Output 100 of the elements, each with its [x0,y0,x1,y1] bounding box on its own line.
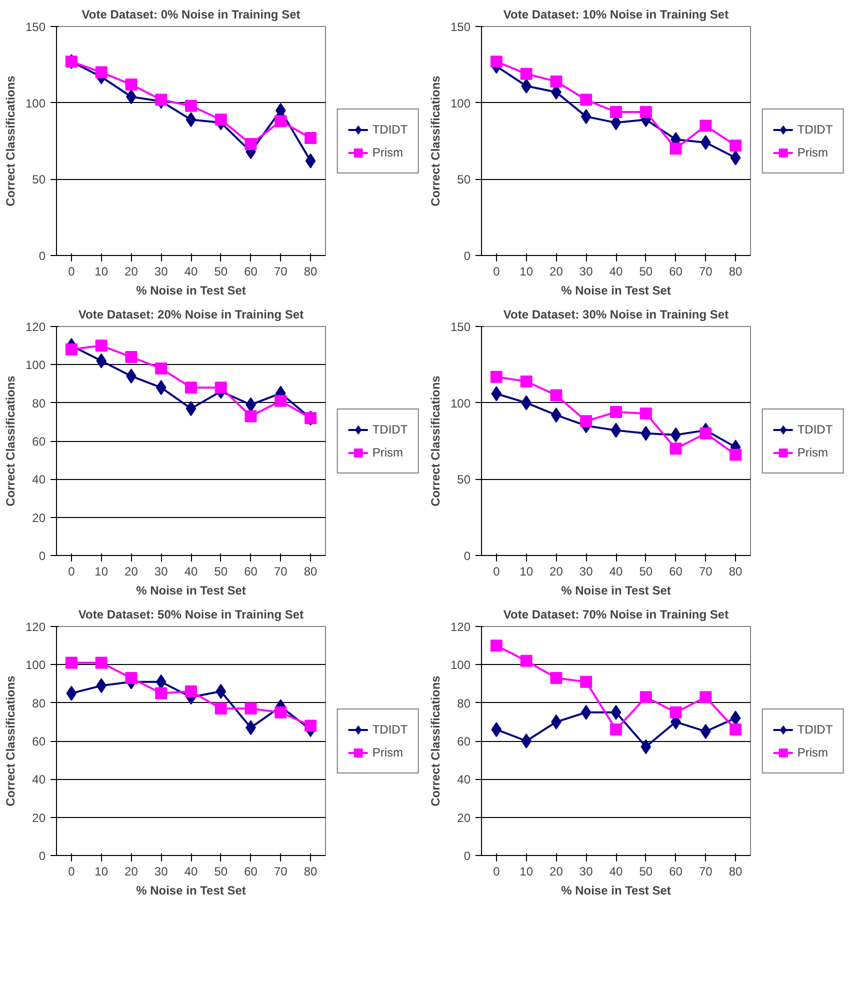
legend-label: TDIDT [797,722,833,736]
y-tick-label: 120 [25,620,46,634]
x-tick-label: 40 [184,864,198,878]
x-tick-label: 0 [493,264,500,278]
point [670,706,682,718]
point [274,115,287,128]
y-tick-label: 0 [38,549,46,563]
point [186,112,196,128]
point [185,100,197,112]
point [640,739,652,754]
point [730,150,741,166]
y-tick-label: 100 [450,96,471,110]
x-tick-label: 0 [493,564,500,578]
legend-label: TDIDT [372,722,408,736]
point [155,362,168,374]
point [490,370,502,383]
x-tick-label: 50 [214,264,228,278]
point [670,442,682,455]
y-tick-label: 100 [25,96,46,110]
x-tick-label: 50 [214,564,228,578]
point [700,691,712,704]
x-tick-label: 30 [579,864,594,878]
point [490,56,502,68]
x-tick-label: 10 [520,864,534,878]
y-tick-label: 60 [457,734,471,748]
point [610,106,622,118]
y-tick-label: 50 [32,172,46,187]
point [670,142,682,155]
y-tick-label: 80 [32,696,46,710]
y-tick-label: 100 [25,358,46,372]
point [730,140,742,152]
x-tick-label: 40 [184,564,198,578]
y-tick-label: 50 [457,172,471,187]
point [274,706,287,718]
x-tick-label: 10 [520,264,534,278]
x-tick-label: 40 [609,264,623,278]
point [580,704,592,720]
point [95,66,108,78]
y-tick-label: 0 [464,249,471,263]
point [95,340,108,352]
y-tick-label: 0 [38,249,46,263]
y-tick-label: 40 [32,772,46,787]
point [520,375,532,388]
x-tick-label: 20 [124,864,138,878]
y-tick-label: 80 [457,696,471,710]
x-tick-label: 10 [94,864,108,878]
y-axis-title: Correct Classifications [428,675,442,806]
point [730,724,742,736]
y-tick-label: 60 [32,734,46,748]
chart-title: Vote Dataset: 30% Noise in Training Set [503,308,729,322]
x-tick-label: 40 [609,864,623,878]
x-axis-title: % Noise in Test Set [561,584,671,598]
x-tick-label: 80 [728,864,743,878]
point [700,120,712,132]
point [730,448,742,461]
point [186,401,196,416]
point [550,389,562,402]
legend-label: Prism [372,145,404,159]
legend-label: TDIDT [797,422,833,436]
x-tick-label: 70 [698,564,713,578]
x-tick-label: 60 [244,264,258,278]
x-axis-title: % Noise in Test Set [561,884,671,898]
point [640,426,652,441]
point [244,410,257,422]
point [640,106,652,118]
x-tick-label: 20 [124,264,138,278]
x-tick-label: 60 [669,264,683,278]
point [305,153,316,168]
y-tick-label: 20 [457,810,471,825]
point [244,702,257,715]
y-tick-label: 20 [32,510,46,525]
x-tick-label: 70 [274,264,288,278]
x-tick-label: 50 [639,564,653,578]
point [700,427,712,440]
legend-label: Prism [797,745,828,759]
point [491,722,502,738]
x-tick-label: 30 [154,864,168,878]
y-tick-label: 40 [32,472,46,487]
legend-label: Prism [797,145,828,159]
point [214,702,227,715]
point [125,78,138,91]
x-tick-label: 70 [698,264,713,278]
point [610,406,622,418]
point [490,640,502,652]
x-tick-label: 10 [94,564,108,578]
y-tick-label: 150 [450,20,471,34]
point [65,343,78,356]
x-tick-label: 20 [550,564,564,578]
x-tick-label: 80 [304,264,318,278]
point [125,351,138,364]
point [521,734,532,748]
x-tick-label: 10 [520,564,534,578]
y-tick-label: 150 [25,20,46,34]
x-tick-label: 70 [274,564,288,578]
chart-title: Vote Dataset: 20% Noise in Training Set [78,308,304,322]
point [66,686,77,701]
y-tick-label: 0 [38,849,46,863]
x-tick-label: 60 [244,864,258,878]
point [185,382,197,394]
y-tick-label: 40 [457,772,471,787]
